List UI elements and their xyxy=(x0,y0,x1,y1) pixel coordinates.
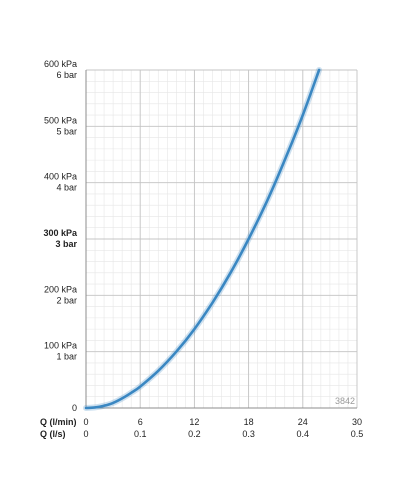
y-tick-label-kpa: 600 kPa xyxy=(44,59,77,69)
y-tick-label-kpa: 300 kPa xyxy=(43,228,78,238)
y-tick-label-kpa: 200 kPa xyxy=(44,284,77,294)
y-tick-label-bar: 2 bar xyxy=(56,295,77,305)
x-tick-label: 0 xyxy=(83,417,88,427)
y-tick-label-bar: 3 bar xyxy=(55,239,77,249)
axes xyxy=(85,70,357,409)
y-tick-label-bar: 1 bar xyxy=(56,352,77,362)
y-tick-label-kpa: 500 kPa xyxy=(44,115,77,125)
x-tick-label: 0.5 xyxy=(351,429,364,439)
x-tick-label: 0.3 xyxy=(242,429,255,439)
y-tick-label-bar: 4 bar xyxy=(56,183,77,193)
chart-id-annotation: 3842 xyxy=(335,396,355,406)
y-tick-label-kpa: 400 kPa xyxy=(44,172,77,182)
x-tick-labels: Q (l/min) 0 6 12 18 24 30 Q (l/s) 0 0.1 0.2 0.3 0.4 0… xyxy=(40,417,363,439)
y-tick-label-kpa: 0 xyxy=(72,403,77,413)
x-tick-label: 12 xyxy=(189,417,199,427)
x-tick-label: 0.2 xyxy=(188,429,201,439)
x-axis-name: Q (l/s) xyxy=(40,429,66,439)
y-tick-label-bar: 6 bar xyxy=(56,70,77,80)
y-tick-label-bar: 5 bar xyxy=(56,126,77,136)
series-layer xyxy=(83,67,323,411)
x-tick-label: 24 xyxy=(298,417,308,427)
y-tick-label-kpa: 100 kPa xyxy=(44,341,77,351)
x-axis-name: Q (l/min) xyxy=(40,417,77,427)
x-tick-label: 0 xyxy=(83,429,88,439)
x-tick-label: 6 xyxy=(138,417,143,427)
x-tick-label: 0.4 xyxy=(297,429,310,439)
series-line xyxy=(84,68,321,410)
x-tick-label: 0.1 xyxy=(134,429,147,439)
x-tick-label: 30 xyxy=(352,417,362,427)
x-tick-label: 18 xyxy=(244,417,254,427)
